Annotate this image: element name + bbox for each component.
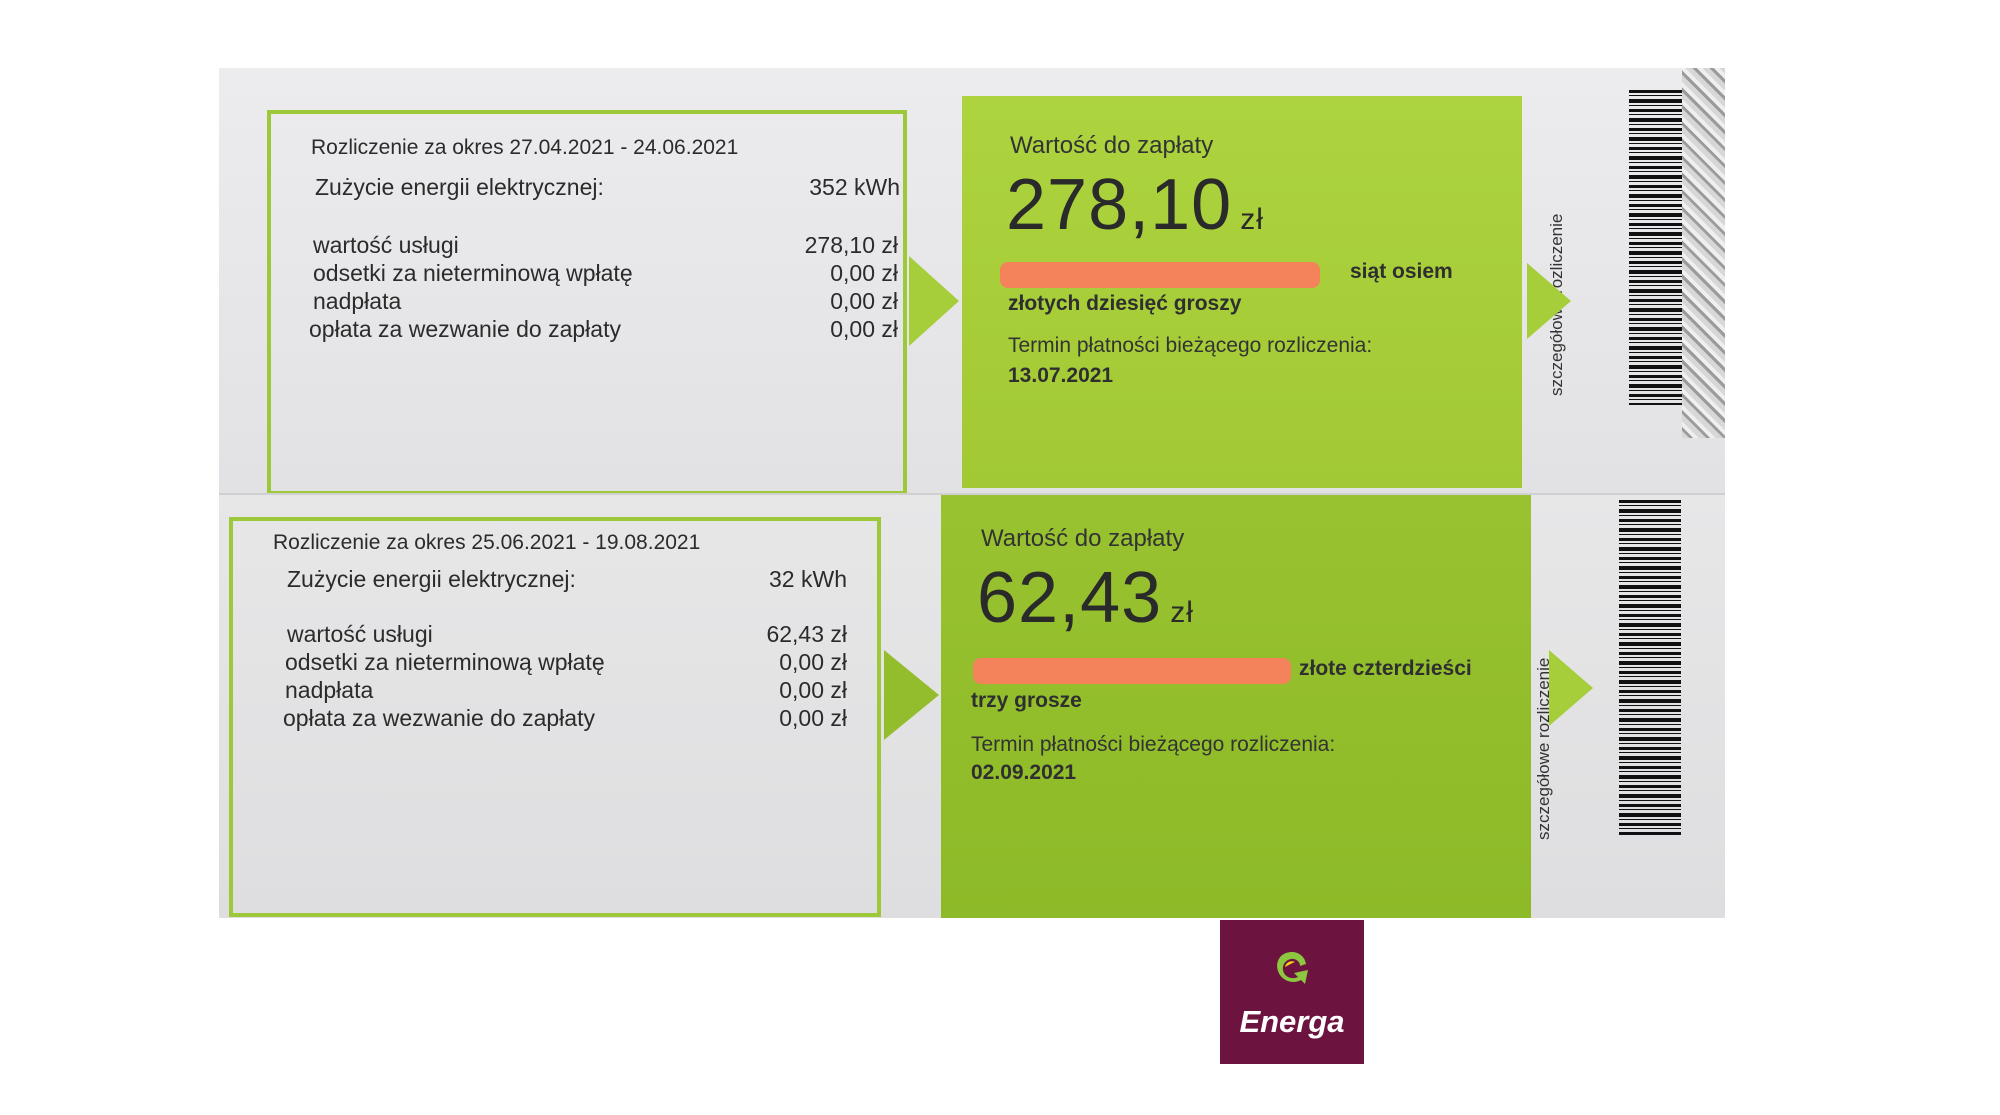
line-item-value: 0,00 zł bbox=[830, 260, 898, 286]
amount-due-label: Wartość do zapłaty bbox=[981, 525, 1185, 552]
line-item-value: 0,00 zł bbox=[830, 288, 898, 314]
line-item-value: 62,43 zł bbox=[766, 621, 847, 647]
amount-words-line-2: złotych dziesięć groszy bbox=[1008, 292, 1242, 315]
redaction-mark bbox=[973, 658, 1291, 684]
amount-due-panel: Wartość do zapłaty 62,43 zł złote czterdz… bbox=[941, 495, 1531, 918]
line-item-label: nadpłata bbox=[285, 677, 374, 703]
line-item-label: odsetki za nieterminową wpłatę bbox=[285, 649, 605, 675]
line-item-value: 0,00 zł bbox=[830, 316, 898, 342]
amount-due: 278,10 zł bbox=[1006, 164, 1264, 246]
amount-in-words: złote czterdzieści trzy grosze bbox=[971, 653, 1511, 717]
line-item: nadpłata 0,00 zł bbox=[285, 677, 847, 704]
logo-wordmark: Energa bbox=[1239, 1004, 1345, 1039]
amount-due: 62,43 zł bbox=[977, 557, 1194, 639]
usage-label: Zużycie energii elektrycznej: bbox=[315, 174, 604, 200]
amount-words-line-2: trzy grosze bbox=[971, 689, 1082, 712]
due-date-label: Termin płatności bieżącego rozliczenia: bbox=[1008, 334, 1373, 357]
line-item-label: nadpłata bbox=[313, 288, 402, 314]
billing-summary-box: Rozliczenie za okres 27.04.2021 - 24.06.… bbox=[267, 110, 907, 495]
arrow-right-icon bbox=[1527, 263, 1571, 339]
billing-summary-box: Rozliczenie za okres 25.06.2021 - 19.08.… bbox=[229, 517, 881, 917]
line-item-label: opłata za wezwanie do zapłaty bbox=[283, 705, 595, 731]
billing-period: Rozliczenie za okres 25.06.2021 - 19.08.… bbox=[273, 531, 701, 554]
barcode bbox=[1629, 90, 1689, 405]
line-item-value: 0,00 zł bbox=[779, 649, 847, 675]
bill-1: Rozliczenie za okres 27.04.2021 - 24.06.… bbox=[219, 68, 1725, 495]
background-fabric bbox=[1682, 68, 1725, 438]
billing-period: Rozliczenie za okres 27.04.2021 - 24.06.… bbox=[311, 136, 739, 159]
line-item: odsetki za nieterminową wpłatę 0,00 zł bbox=[285, 649, 847, 676]
line-item: opłata za wezwanie do zapłaty 0,00 zł bbox=[309, 316, 898, 343]
line-item-label: opłata za wezwanie do zapłaty bbox=[309, 316, 621, 342]
line-item-value: 0,00 zł bbox=[779, 677, 847, 703]
bill-photo: Rozliczenie za okres 27.04.2021 - 24.06.… bbox=[219, 68, 1725, 918]
currency: zł bbox=[1170, 596, 1194, 629]
line-item: wartość usługi 62,43 zł bbox=[287, 621, 847, 648]
usage-value: 32 kWh bbox=[769, 566, 847, 592]
redaction-mark bbox=[1000, 262, 1320, 288]
due-date: 02.09.2021 bbox=[971, 761, 1077, 784]
line-item: odsetki za nieterminową wpłatę 0,00 zł bbox=[313, 260, 898, 287]
amount-due-label: Wartość do zapłaty bbox=[1010, 132, 1214, 159]
barcode bbox=[1619, 500, 1681, 835]
energa-logo: Energa bbox=[1220, 920, 1364, 1064]
usage-row: Zużycie energii elektrycznej: 32 kWh bbox=[287, 566, 847, 593]
energa-logo-icon bbox=[1277, 952, 1308, 984]
usage-row: Zużycie energii elektrycznej: 352 kWh bbox=[315, 174, 900, 201]
arrow-right-icon bbox=[884, 650, 939, 740]
due-date: 13.07.2021 bbox=[1008, 364, 1114, 387]
line-item-value: 0,00 zł bbox=[779, 705, 847, 731]
amount-value: 278,10 bbox=[1006, 165, 1233, 245]
currency: zł bbox=[1240, 203, 1264, 236]
due-date-label: Termin płatności bieżącego rozliczenia: bbox=[971, 733, 1336, 756]
amount-words-line-1: siąt osiem bbox=[1350, 260, 1453, 283]
line-item: opłata za wezwanie do zapłaty 0,00 zł bbox=[283, 705, 847, 732]
line-item-label: wartość usługi bbox=[313, 232, 459, 258]
usage-label: Zużycie energii elektrycznej: bbox=[287, 566, 576, 592]
line-item-label: wartość usługi bbox=[287, 621, 433, 647]
amount-words-line-1: złote czterdzieści bbox=[1299, 657, 1472, 680]
usage-value: 352 kWh bbox=[809, 174, 900, 200]
line-item: nadpłata 0,00 zł bbox=[313, 288, 898, 315]
amount-value: 62,43 bbox=[977, 558, 1163, 638]
arrow-right-icon bbox=[1549, 650, 1593, 726]
line-item-value: 278,10 zł bbox=[804, 232, 898, 258]
bill-2: Rozliczenie za okres 25.06.2021 - 19.08.… bbox=[219, 493, 1725, 918]
amount-in-words: siąt osiem złotych dziesięć groszy bbox=[1008, 256, 1508, 320]
line-item-label: odsetki za nieterminową wpłatę bbox=[313, 260, 633, 286]
line-item: wartość usługi 278,10 zł bbox=[313, 232, 898, 259]
arrow-right-icon bbox=[909, 256, 959, 346]
amount-due-panel: Wartość do zapłaty 278,10 zł siąt osiem z… bbox=[962, 96, 1522, 488]
